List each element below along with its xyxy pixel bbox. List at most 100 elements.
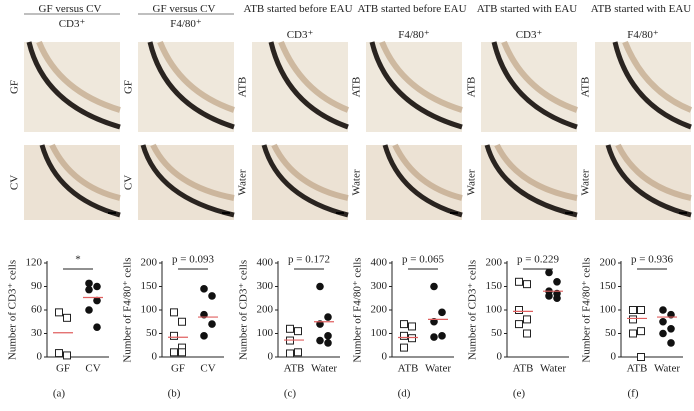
data-point	[324, 339, 332, 347]
tissue-layer	[379, 40, 463, 113]
panel-label: (b)	[168, 388, 181, 400]
data-point	[400, 343, 408, 352]
stain-label: F4/80⁺	[170, 18, 202, 30]
y-tick-label: 50	[491, 327, 503, 339]
tissue-layer	[150, 143, 235, 201]
data-point	[667, 339, 675, 347]
data-point	[324, 313, 332, 321]
data-point	[85, 285, 93, 294]
scale-bar	[108, 212, 116, 214]
data-point	[63, 313, 71, 322]
y-tick-label: 200	[600, 257, 617, 269]
tissue-edge	[26, 41, 121, 130]
tissue-layer	[494, 143, 578, 201]
y-axis-label: Number of CD3⁺ cells	[467, 260, 479, 360]
row-label: Water	[351, 169, 363, 195]
data-point	[400, 331, 408, 340]
row-label: CV	[9, 175, 21, 190]
x-tick-label: ATB	[398, 363, 419, 375]
data-point	[515, 277, 523, 286]
data-point	[93, 282, 101, 291]
data-point	[545, 268, 553, 277]
data-point	[316, 336, 324, 345]
tissue-edge	[605, 144, 692, 218]
y-tick-label: 60	[31, 304, 43, 316]
x-tick-label: Water	[311, 363, 337, 375]
tissue-edge	[147, 41, 235, 130]
panel-label: (e)	[513, 388, 526, 400]
data-point	[85, 306, 93, 314]
data-point	[667, 325, 675, 333]
y-tick-label: 100	[600, 304, 617, 316]
data-point	[178, 348, 186, 357]
tissue-layer	[271, 143, 349, 201]
row-label: ATB	[237, 77, 249, 98]
y-tick-label: 0	[152, 351, 158, 363]
tissue-layer	[36, 40, 121, 113]
p-value: p = 0.093	[172, 254, 214, 266]
x-tick-label: GF	[56, 363, 70, 375]
data-point	[659, 317, 667, 326]
tissue-layer	[501, 40, 578, 113]
data-point	[400, 320, 408, 329]
data-point	[93, 323, 101, 332]
data-point	[523, 329, 531, 338]
data-point	[438, 308, 446, 317]
row-label: Water	[466, 169, 478, 195]
y-tick-label: 150	[486, 280, 503, 292]
y-tick-label: 400	[371, 257, 388, 269]
row-label: ATB	[580, 77, 592, 98]
data-point	[286, 349, 294, 358]
tissue-layer	[278, 40, 350, 113]
tissue-layer	[392, 143, 463, 201]
panel-label: (c)	[284, 388, 297, 400]
data-point	[523, 315, 531, 324]
data-point	[553, 278, 561, 286]
y-axis-label: Number of F4/80⁺ cells	[581, 257, 593, 362]
tissue-edge	[268, 41, 349, 130]
y-tick-label: 0	[497, 351, 503, 363]
data-point	[430, 282, 438, 291]
y-tick-label: 150	[600, 280, 617, 292]
data-point	[63, 351, 71, 360]
data-point	[515, 320, 523, 329]
y-tick-label: 0	[268, 351, 274, 363]
y-tick-label: 400	[257, 257, 274, 269]
stain-label: CD3⁺	[286, 29, 314, 41]
tissue-layer	[622, 40, 693, 113]
row-label: CV	[123, 175, 135, 190]
data-point	[659, 306, 667, 314]
y-axis-label: Number of F4/80⁺ cells	[122, 257, 134, 362]
p-value: p = 0.172	[288, 254, 330, 266]
y-tick-label: 90	[31, 280, 43, 292]
micrograph	[595, 42, 691, 132]
p-value: p = 0.229	[517, 254, 559, 266]
x-tick-label: Water	[654, 363, 680, 375]
row-label: Water	[237, 169, 249, 195]
data-point	[316, 282, 324, 291]
scale-bar	[450, 212, 458, 214]
tissue-edge	[484, 144, 578, 218]
scale-bar	[679, 212, 687, 214]
data-point	[55, 349, 63, 358]
y-tick-label: 120	[26, 257, 43, 269]
data-point	[629, 315, 637, 324]
tissue-edge	[491, 41, 578, 130]
x-tick-label: Water	[425, 363, 451, 375]
data-point	[438, 332, 446, 340]
panel-label: (d)	[398, 388, 411, 400]
data-point	[629, 329, 637, 338]
data-point	[178, 317, 186, 326]
tissue-edge	[612, 41, 692, 130]
data-point	[170, 348, 178, 357]
x-tick-label: ATB	[627, 363, 648, 375]
data-point	[208, 292, 216, 300]
y-tick-label: 300	[371, 280, 388, 292]
stain-label: F4/80⁺	[627, 29, 659, 41]
x-tick-label: GF	[171, 363, 185, 375]
data-point	[629, 306, 637, 314]
data-point	[200, 332, 208, 340]
tissue-edge	[140, 144, 235, 218]
